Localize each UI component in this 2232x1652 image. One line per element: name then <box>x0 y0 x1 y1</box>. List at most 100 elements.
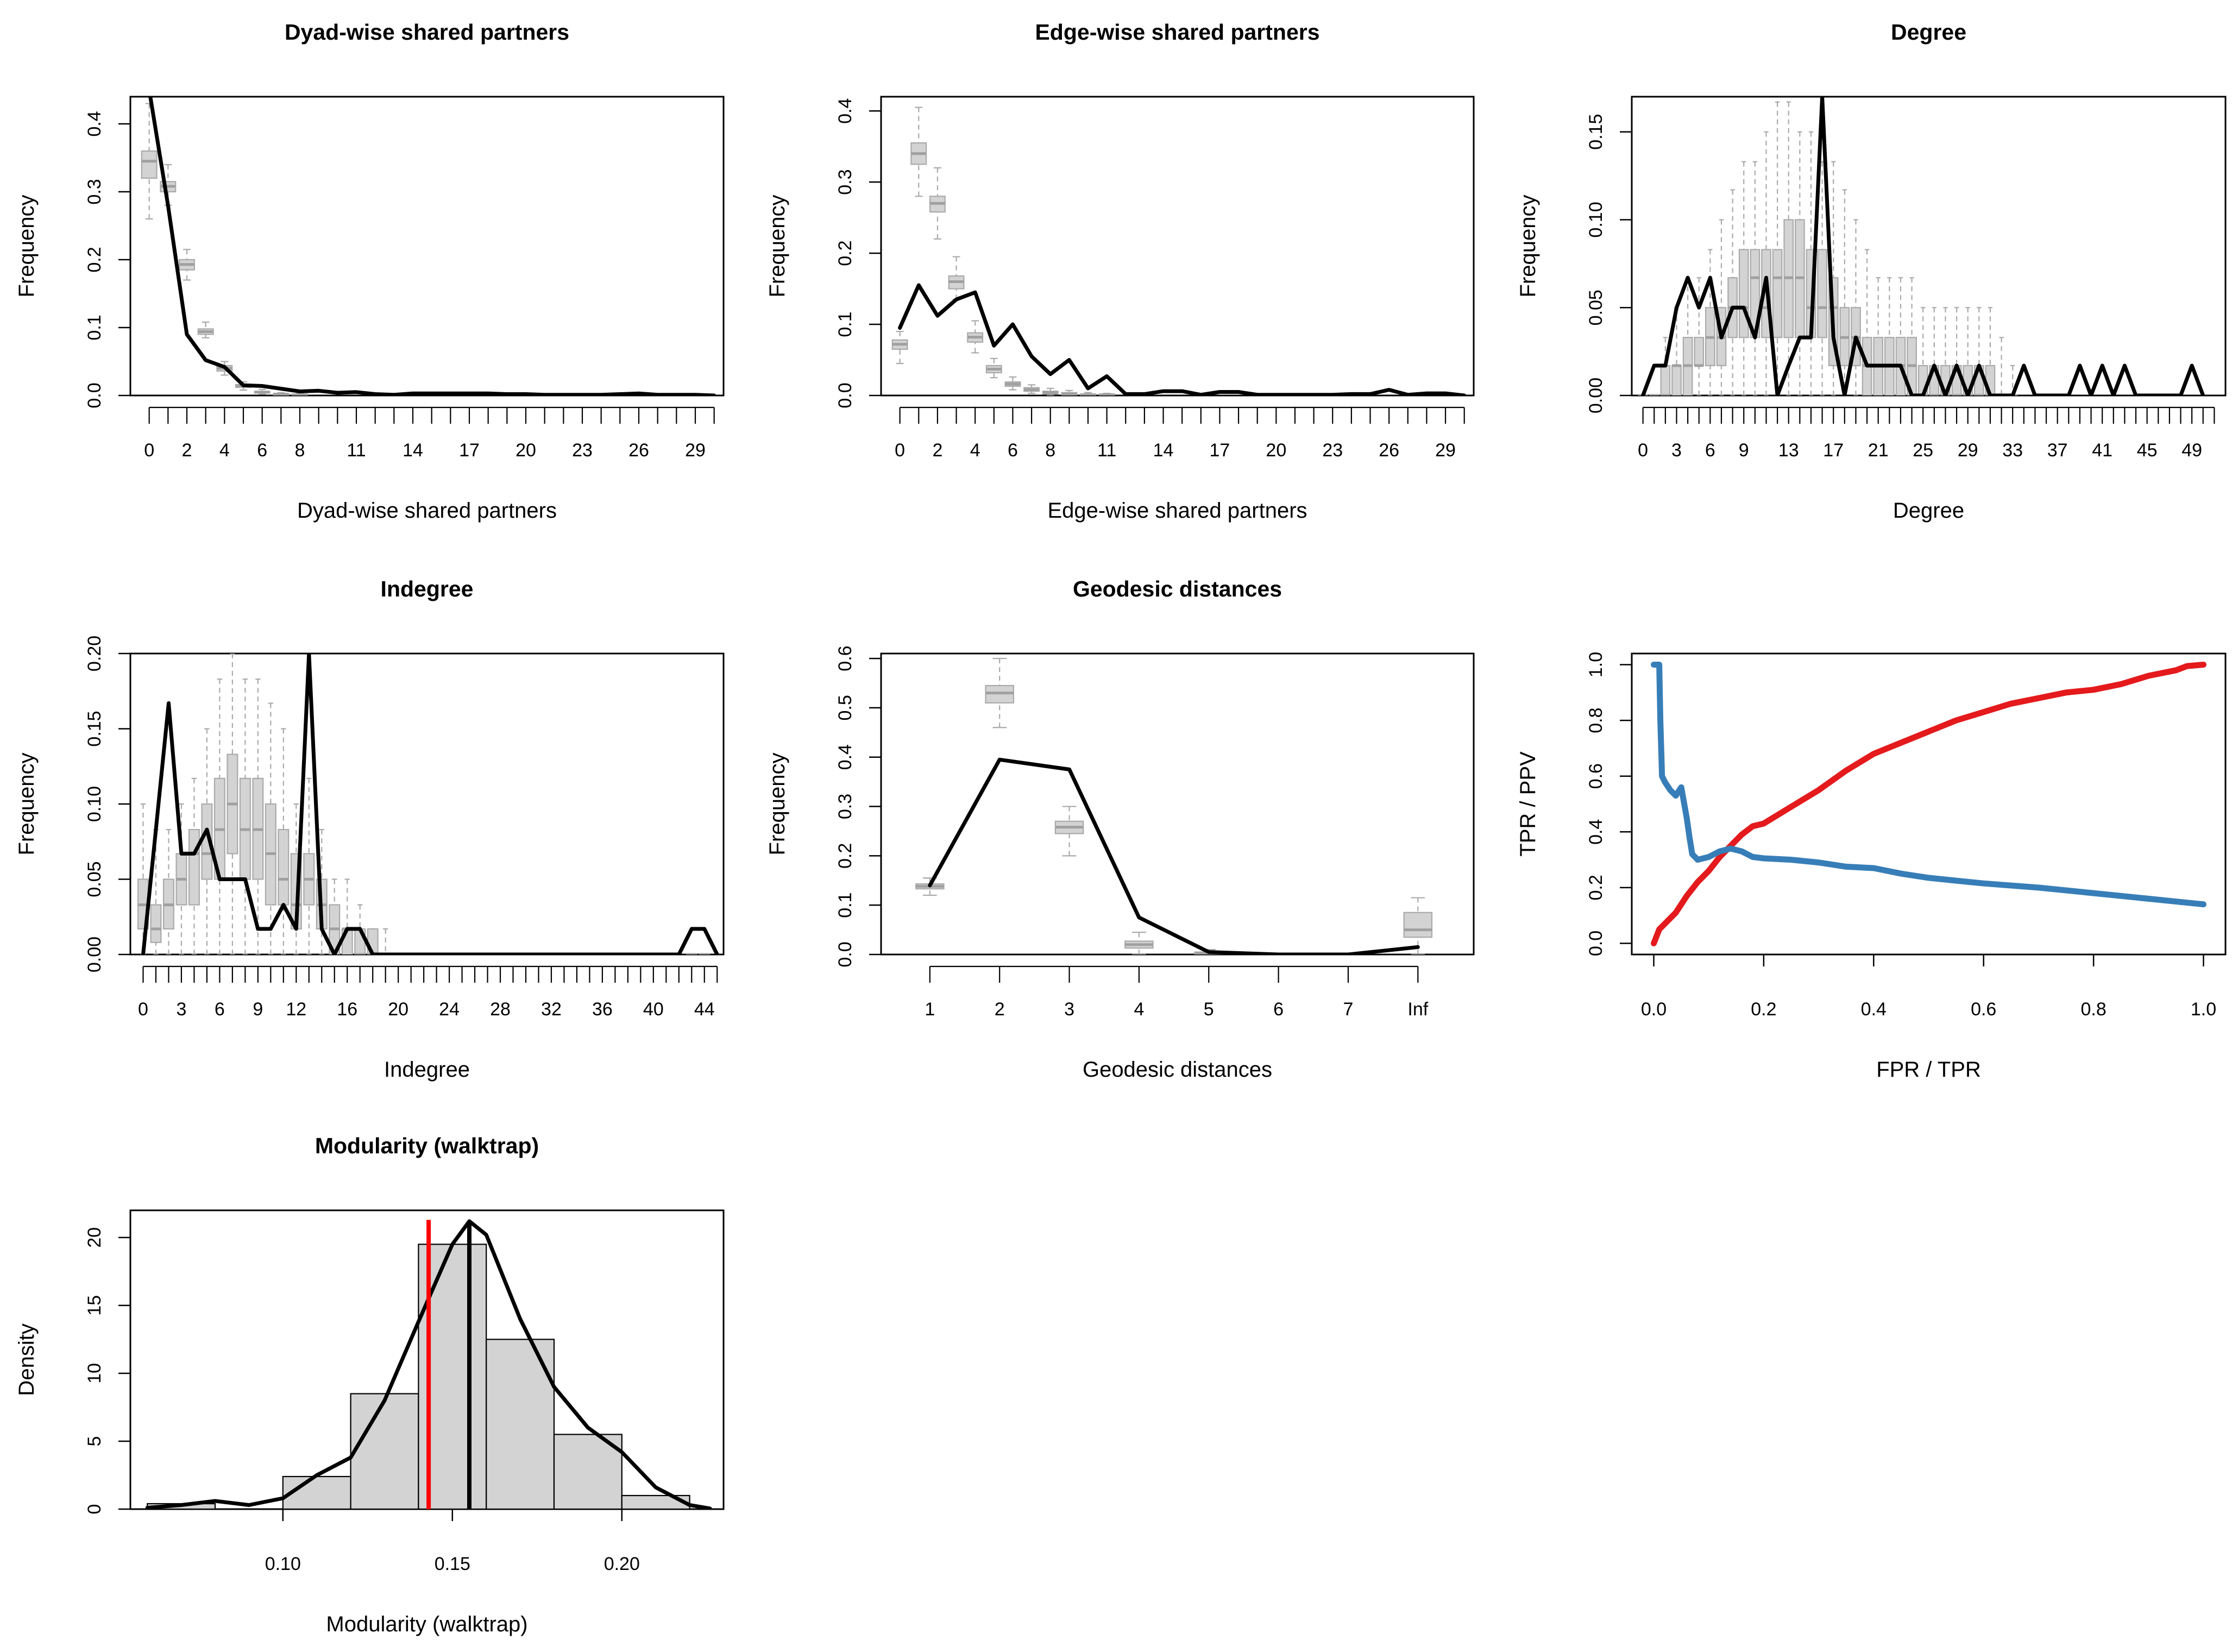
x-tick-label: 29 <box>1435 440 1456 461</box>
x-tick-label: 25 <box>1913 440 1933 461</box>
x-tick-label: 28 <box>490 999 511 1020</box>
x-tick-label: 16 <box>337 999 357 1020</box>
series-line-1 <box>1651 662 2206 946</box>
box <box>1851 219 1861 395</box>
plot-region <box>1638 97 2205 395</box>
x-axis-label: FPR / TPR <box>1876 1058 1981 1082</box>
x-axis-label: Geodesic distances <box>1083 1058 1272 1082</box>
plot-border <box>880 96 1475 397</box>
chart-title: Indegree <box>381 576 474 601</box>
y-tick-label: 0.2 <box>835 240 856 266</box>
x-tick-label: 32 <box>541 999 562 1020</box>
x-tick-label: 29 <box>1958 440 1978 461</box>
y-tick-label: 0.15 <box>84 711 105 746</box>
y-tick-label: 0.1 <box>835 893 856 918</box>
y-tick-label: 5 <box>84 1436 105 1447</box>
x-tick-label: 0 <box>895 440 905 461</box>
x-tick-label: 0.8 <box>2080 999 2106 1020</box>
box <box>1004 376 1021 391</box>
y-tick-label: 0.00 <box>1586 378 1606 413</box>
y-axis-label: Density <box>15 1323 39 1396</box>
series-line-2 <box>1651 662 2206 908</box>
y-tick-label: 1.0 <box>1586 652 1606 677</box>
box <box>1873 277 1884 395</box>
x-tick-label: 23 <box>1322 440 1343 461</box>
y-tick-label: 0.1 <box>84 315 105 340</box>
x-tick-label: 0.0 <box>1641 999 1667 1020</box>
x-axis-label: Indegree <box>384 1058 470 1082</box>
x-tick-label: 13 <box>1778 440 1799 461</box>
box <box>1694 277 1705 395</box>
y-tick-label: 0.3 <box>835 169 856 195</box>
box <box>197 321 214 338</box>
box <box>985 657 1014 728</box>
y-tick-label: 0.20 <box>84 636 105 671</box>
series-line-1 <box>145 1219 712 1509</box>
histogram-bar <box>621 1494 690 1509</box>
box <box>227 654 238 954</box>
plot-region <box>141 97 716 395</box>
x-axis-label: Degree <box>1893 499 1964 523</box>
box <box>985 357 1002 379</box>
box <box>252 678 264 954</box>
box <box>1042 387 1059 395</box>
x-tick-label: 20 <box>388 999 408 1020</box>
box <box>1794 131 1805 395</box>
box <box>1671 307 1682 395</box>
box <box>1817 161 1827 395</box>
x-tick-label: 4 <box>1134 999 1144 1020</box>
y-tick-label: 0.10 <box>1586 202 1606 237</box>
box <box>141 103 158 220</box>
series-line-1 <box>141 654 719 954</box>
y-tick-label: 0.05 <box>1586 290 1606 325</box>
series-line-1 <box>1641 97 2205 395</box>
box <box>1862 249 1872 395</box>
x-tick-label: 33 <box>2002 440 2023 461</box>
box <box>1783 101 1794 395</box>
box <box>1761 131 1771 395</box>
chart-title: Degree <box>1891 20 1966 45</box>
y-tick-label: 0.4 <box>84 111 105 136</box>
x-tick-label: 45 <box>2137 440 2158 461</box>
y-tick-label: 0.1 <box>835 311 856 337</box>
box <box>292 393 308 395</box>
x-tick-label: 23 <box>572 440 593 461</box>
y-tick-label: 0.4 <box>1586 819 1606 845</box>
box <box>254 388 271 395</box>
x-tick-label: 0.10 <box>265 1554 301 1574</box>
box <box>948 256 965 300</box>
x-tick-label: 3 <box>1064 999 1074 1020</box>
x-tick-label: 4 <box>970 440 980 461</box>
x-tick-label: 11 <box>1097 440 1116 461</box>
chart-title: Edge-wise shared partners <box>1035 20 1319 45</box>
box <box>303 777 315 954</box>
x-tick-label: Inf <box>1407 999 1428 1020</box>
y-tick-label: 0.6 <box>835 645 856 671</box>
y-tick-label: 0.5 <box>835 695 856 720</box>
box <box>1996 337 2007 395</box>
x-tick-label: 0 <box>138 999 148 1020</box>
x-tick-label: 0 <box>144 440 154 461</box>
box <box>1750 161 1761 395</box>
x-tick-label: 14 <box>1153 440 1174 461</box>
x-tick-label: 0.6 <box>1971 999 1996 1020</box>
x-tick-label: 2 <box>995 999 1005 1020</box>
box-body <box>1660 365 1671 395</box>
y-tick-label: 0.00 <box>84 937 105 972</box>
histogram-bar <box>350 1393 419 1509</box>
y-tick-label: 0.2 <box>1586 875 1606 900</box>
x-tick-label: 49 <box>2181 440 2202 461</box>
y-axis-label: TPR / PPV <box>1516 751 1540 857</box>
x-tick-label: 4 <box>219 440 230 461</box>
x-tick-label: 6 <box>1273 999 1284 1020</box>
x-tick-label: 9 <box>253 999 263 1020</box>
x-tick-label: 36 <box>592 999 613 1020</box>
box-body <box>1738 249 1749 338</box>
box <box>1403 897 1433 954</box>
x-tick-label: 24 <box>439 999 460 1020</box>
x-tick-label: 2 <box>182 440 192 461</box>
y-tick-label: 0.0 <box>1586 931 1606 956</box>
box <box>1054 806 1084 857</box>
x-tick-label: 6 <box>257 440 267 461</box>
